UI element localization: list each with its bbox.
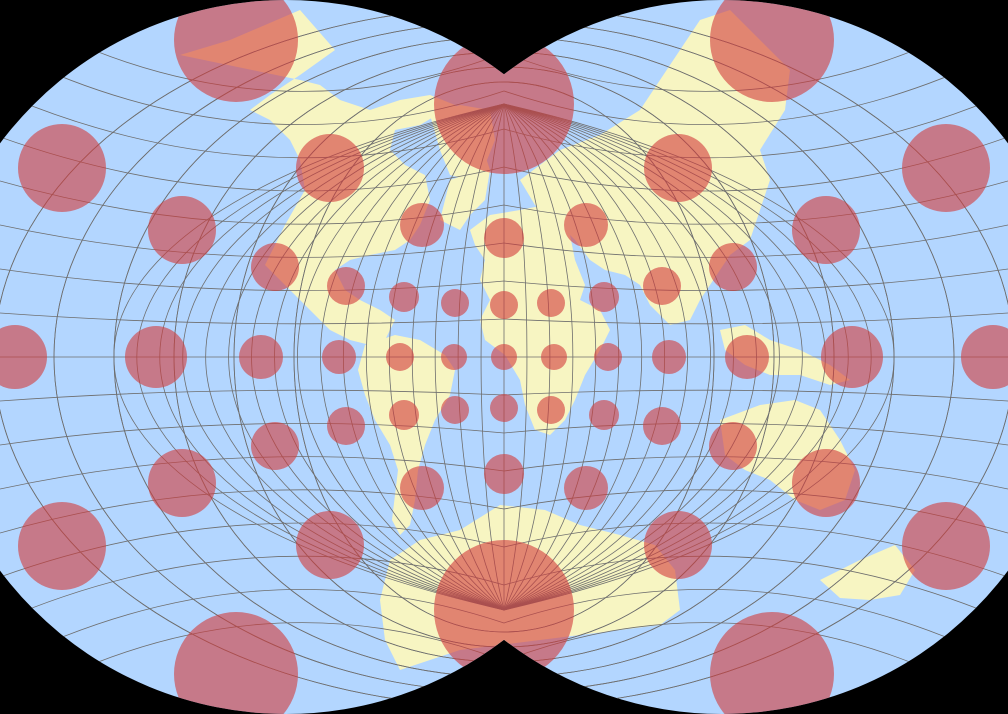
- landmass-antarctica-west: [820, 545, 915, 600]
- tissot-indicatrix: [594, 343, 622, 371]
- tissot-indicatrix: [725, 335, 769, 379]
- tissot-indicatrix: [441, 289, 469, 317]
- tissot-indicatrix: [537, 289, 565, 317]
- tissot-indicatrix: [148, 449, 216, 517]
- tissot-indicatrix: [709, 422, 757, 470]
- tissot-indicatrix: [484, 218, 524, 258]
- tissot-indicatrix: [643, 267, 681, 305]
- tissot-indicatrix: [251, 422, 299, 470]
- tissot-indicatrix: [644, 511, 712, 579]
- landmass-south-america: [358, 335, 455, 535]
- tissot-indicatrix: [537, 396, 565, 424]
- tissot-indicatrix: [148, 196, 216, 264]
- tissot-indicatrix: [902, 124, 990, 212]
- tissot-indicatrix: [400, 466, 444, 510]
- tissot-indicatrix: [902, 502, 990, 590]
- tissot-indicatrix: [709, 243, 757, 291]
- tissot-indicatrix: [564, 203, 608, 247]
- tissot-indicatrix: [434, 540, 574, 680]
- tissot-indicatrix: [652, 340, 686, 374]
- tissot-indicatrix: [643, 407, 681, 445]
- tissot-indicatrix: [821, 326, 883, 388]
- tissot-indicatrix: [434, 34, 574, 174]
- tissot-indicatrix: [961, 325, 1008, 389]
- tissot-indicatrix: [491, 344, 517, 370]
- landmass-europe-africa: [470, 205, 610, 435]
- tissot-indicatrix: [541, 344, 567, 370]
- tissot-indicatrix: [400, 203, 444, 247]
- tissot-indicatrix: [327, 267, 365, 305]
- tissot-indicatrix: [589, 282, 619, 312]
- tissot-indicatrix: [251, 243, 299, 291]
- tissot-indicatrix: [18, 124, 106, 212]
- tissot-indicatrix: [296, 511, 364, 579]
- tissot-indicatrix: [564, 466, 608, 510]
- tissot-indicatrix: [441, 396, 469, 424]
- tissot-indicatrix: [386, 343, 414, 371]
- tissot-indicatrix: [327, 407, 365, 445]
- tissot-indicatrix: [18, 502, 106, 590]
- tissot-indicatrix: [389, 400, 419, 430]
- graticule-parallel: [0, 268, 1008, 291]
- tissot-indicatrix: [589, 400, 619, 430]
- tissot-indicatrix: [296, 134, 364, 202]
- tissot-indicatrix: [125, 326, 187, 388]
- tissot-indicatrix: [490, 394, 518, 422]
- tissot-indicatrix: [389, 282, 419, 312]
- tissot-indicatrix: [0, 325, 47, 389]
- tissot-indicatrix: [441, 344, 467, 370]
- tissot-indicatrix: [792, 196, 860, 264]
- tissot-indicatrix: [644, 134, 712, 202]
- tissot-indicatrix: [322, 340, 356, 374]
- tissot-indicatrix: [490, 291, 518, 319]
- tissot-indicatrix: [484, 454, 524, 494]
- tissot-indicatrix: [239, 335, 283, 379]
- tissot-indicatrix: [792, 449, 860, 517]
- graticule-parallel: [0, 423, 1008, 446]
